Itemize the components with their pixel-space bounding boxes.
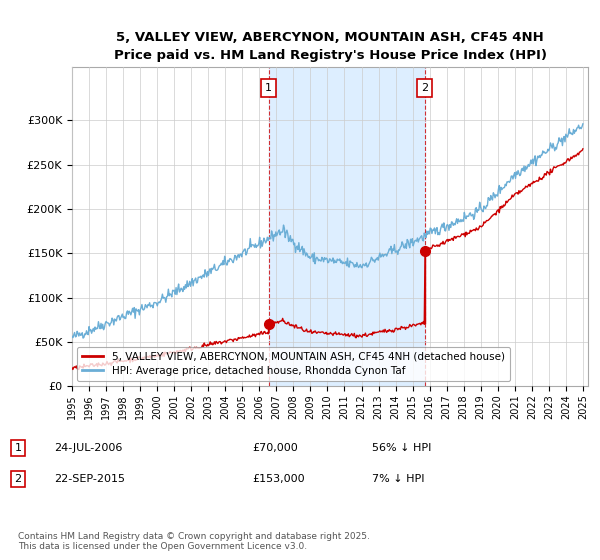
Text: Contains HM Land Registry data © Crown copyright and database right 2025.
This d: Contains HM Land Registry data © Crown c… [18, 532, 370, 552]
Text: 2: 2 [14, 474, 22, 484]
Text: £153,000: £153,000 [252, 474, 305, 484]
Text: 56% ↓ HPI: 56% ↓ HPI [372, 443, 431, 453]
Text: 2: 2 [421, 83, 428, 93]
Text: 1: 1 [265, 83, 272, 93]
Legend: 5, VALLEY VIEW, ABERCYNON, MOUNTAIN ASH, CF45 4NH (detached house), HPI: Average: 5, VALLEY VIEW, ABERCYNON, MOUNTAIN ASH,… [77, 347, 510, 381]
Text: 1: 1 [14, 443, 22, 453]
Text: 22-SEP-2015: 22-SEP-2015 [54, 474, 125, 484]
Text: 24-JUL-2006: 24-JUL-2006 [54, 443, 122, 453]
Bar [269, 67, 425, 386]
Text: 7% ↓ HPI: 7% ↓ HPI [372, 474, 425, 484]
Text: £70,000: £70,000 [252, 443, 298, 453]
Title: 5, VALLEY VIEW, ABERCYNON, MOUNTAIN ASH, CF45 4NH
Price paid vs. HM Land Registr: 5, VALLEY VIEW, ABERCYNON, MOUNTAIN ASH,… [113, 31, 547, 62]
